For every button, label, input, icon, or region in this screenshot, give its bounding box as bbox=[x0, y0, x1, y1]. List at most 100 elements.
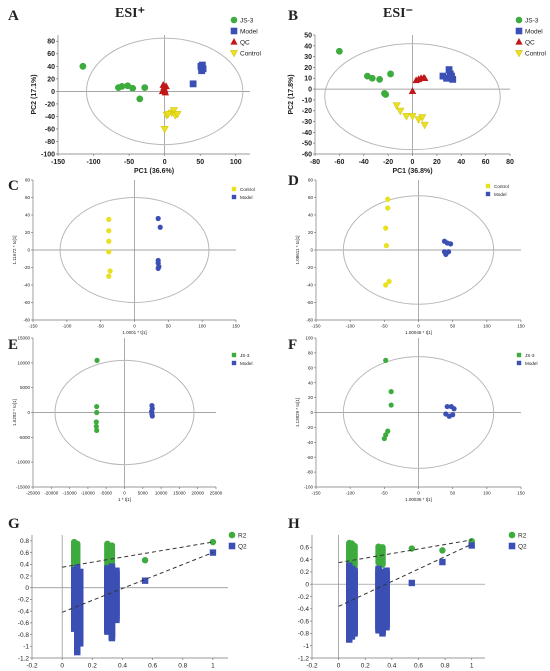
legend-swatch-q2 bbox=[508, 542, 516, 550]
panel-f: F-150 -100 -50 0 50 100 150-100-80-60-40-20020… bbox=[288, 336, 538, 502]
legend-label-model: Model bbox=[240, 29, 258, 36]
y-tick-label: -20 bbox=[306, 265, 313, 270]
y-tick-label: -80 bbox=[306, 470, 313, 475]
data-point bbox=[141, 84, 149, 92]
y-tick-label: -30 bbox=[302, 119, 312, 126]
panel-label-d: D bbox=[288, 173, 299, 189]
y-tick-label: -50 bbox=[302, 141, 312, 148]
data-point bbox=[108, 563, 116, 570]
x-tick-label: -5000 bbox=[100, 491, 112, 496]
x-tick-label: 5000 bbox=[138, 491, 149, 496]
data-point bbox=[108, 542, 116, 549]
data-point bbox=[385, 196, 391, 202]
x-tick-label: 50 bbox=[450, 491, 456, 496]
data-point bbox=[387, 70, 394, 78]
data-point bbox=[408, 579, 416, 587]
data-point bbox=[368, 74, 376, 82]
x-tick-label: -20000 bbox=[44, 491, 59, 496]
panel-label-a: A bbox=[8, 8, 19, 24]
legend-label-js-3: JS-3 bbox=[240, 18, 254, 25]
y-tick-label: 100 bbox=[305, 336, 313, 341]
y-tick-label: -10000 bbox=[16, 460, 31, 465]
data-point bbox=[408, 87, 417, 94]
y-tick-label: 0.6 bbox=[20, 550, 29, 557]
legend-label-r2: R2 bbox=[238, 533, 247, 540]
x-tick-label: 150 bbox=[517, 324, 525, 329]
x-tick-label: -40 bbox=[359, 159, 369, 166]
x-tick-label: 10000 bbox=[155, 491, 168, 496]
legend: JS-3 Model QC Control bbox=[230, 16, 262, 58]
data-point bbox=[451, 406, 457, 412]
trend-line bbox=[338, 539, 472, 564]
data-point bbox=[385, 205, 391, 211]
series-control bbox=[160, 107, 182, 134]
data-point bbox=[376, 75, 383, 83]
x-tick-label: 0.2 bbox=[361, 663, 370, 670]
data-point bbox=[189, 80, 197, 88]
data-point bbox=[209, 538, 217, 546]
x-tick-label: 0.8 bbox=[178, 663, 187, 670]
panel-a: A-150 -100 -50 0 50 100-100-80-60-40-20020406… bbox=[8, 8, 262, 175]
data-point bbox=[392, 102, 401, 110]
y-tick-label: -1.2 bbox=[18, 655, 30, 662]
y-tick-label: -1 bbox=[303, 643, 309, 650]
x-tick-label: 150 bbox=[232, 324, 240, 329]
legend-label-control: Control bbox=[240, 187, 255, 192]
legend-swatch-model bbox=[230, 27, 238, 35]
y-axis-title: 1.13829 * to[1] bbox=[295, 398, 300, 427]
y-tick-label: 0.2 bbox=[300, 569, 309, 576]
series-js-3 bbox=[335, 47, 394, 98]
y-tick-label: -40 bbox=[23, 283, 30, 288]
trend-line bbox=[61, 552, 214, 613]
legend: JS-3 Model QC Control bbox=[515, 16, 547, 58]
y-tick-label: 0 bbox=[308, 87, 312, 94]
confidence-ellipse bbox=[342, 356, 495, 469]
y-tick-label: -80 bbox=[23, 318, 30, 323]
y-tick-label: 0 bbox=[305, 581, 309, 588]
x-tick-label: -0.2 bbox=[306, 663, 318, 670]
y-tick-label: 50 bbox=[304, 32, 312, 39]
legend-label-q2: Q2 bbox=[238, 544, 247, 551]
x-tick-label: 100 bbox=[483, 491, 491, 496]
y-tick-label: -100 bbox=[304, 485, 314, 490]
legend-label-js-3: JS-3 bbox=[525, 18, 539, 25]
data-point bbox=[444, 403, 450, 410]
data-point bbox=[335, 47, 343, 55]
y-tick-label: -10 bbox=[302, 97, 312, 104]
x-tick-label: 0.4 bbox=[118, 663, 127, 670]
confidence-ellipse bbox=[85, 37, 244, 146]
y-tick-label: 60 bbox=[47, 51, 55, 58]
panel-e: E-25000 -20000 -15000 -10000 -5000 0 5000 10000… bbox=[8, 336, 253, 502]
x-tick-label: 0 bbox=[337, 663, 341, 670]
y-tick-label: -100 bbox=[41, 151, 55, 158]
data-point bbox=[448, 72, 455, 80]
y-tick-label: -20 bbox=[45, 101, 55, 108]
panels: A-150 -100 -50 0 50 100-100-80-60-40-20020406… bbox=[8, 8, 547, 670]
data-point bbox=[443, 251, 449, 257]
y-tick-label: 0 bbox=[27, 410, 30, 415]
data-point bbox=[149, 413, 155, 419]
x-tick-label: -20 bbox=[383, 159, 393, 166]
x-tick-label: 0.4 bbox=[387, 663, 396, 670]
data-point bbox=[77, 568, 84, 576]
legend-swatch-model bbox=[231, 360, 237, 366]
y-tick-label: -20 bbox=[23, 265, 30, 270]
panel-d: D -150 -100 -50 0 50 100 150 -80 -60 -40 -20 0 20 40 60… bbox=[288, 173, 525, 335]
data-point bbox=[381, 90, 388, 97]
series-qc bbox=[158, 81, 170, 96]
x-tick-label: -50 bbox=[381, 491, 388, 496]
data-point bbox=[94, 409, 100, 416]
x-axis-title: 1 * t[1] bbox=[118, 497, 131, 502]
series-model bbox=[439, 66, 457, 83]
legend: Control Model bbox=[485, 183, 509, 197]
data-point bbox=[94, 403, 100, 410]
data-point bbox=[173, 110, 182, 119]
data-point bbox=[420, 74, 429, 81]
y-tick-label: -80 bbox=[45, 139, 55, 146]
data-point bbox=[93, 423, 99, 430]
series-control bbox=[383, 196, 392, 288]
y-tick-label: 40 bbox=[304, 43, 312, 50]
x-tick-label: -150 bbox=[311, 491, 321, 496]
x-tick-label: -50 bbox=[381, 324, 388, 329]
